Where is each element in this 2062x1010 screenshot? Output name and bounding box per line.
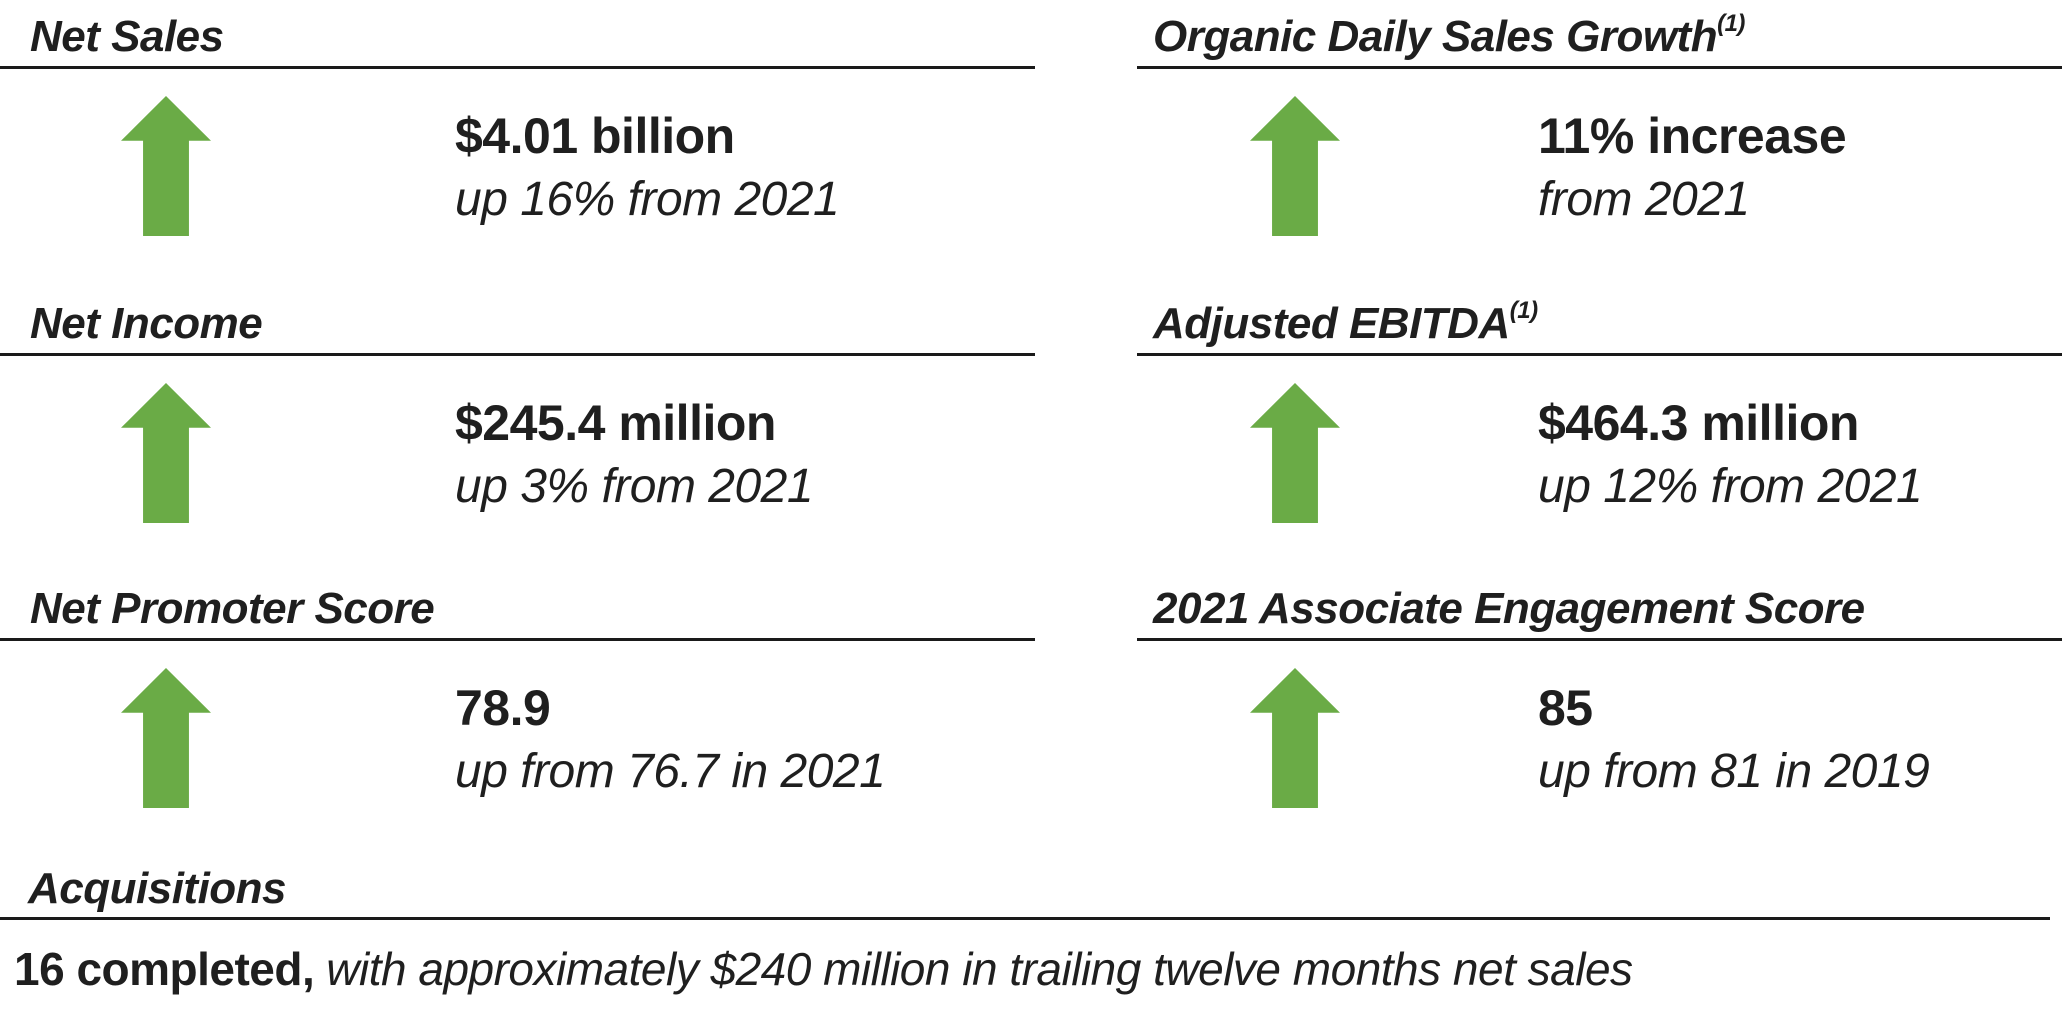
metric-title: Net Income [30,299,263,349]
section-divider [0,917,2050,920]
metric-value: 78.9 [455,680,551,736]
metric-value: 85 [1538,680,1593,736]
section-divider [1137,638,2062,641]
metric-value: $4.01 billion [455,108,735,164]
metric-title-text: Net Promoter Score [30,584,435,633]
metric-change: up 3% from 2021 [455,460,814,513]
metric-change: from 2021 [1538,173,1750,226]
metric-title-text: Adjusted EBITDA [1153,299,1510,348]
up-arrow-icon [121,668,211,808]
metric-change: up from 76.7 in 2021 [455,745,886,798]
metric-values: $464.3 million up 12% from 2021 [1538,391,1923,519]
metric-title: Net Promoter Score [30,584,435,634]
up-arrow-icon [1250,96,1340,236]
metric-values: $4.01 billion up 16% from 2021 [455,104,840,232]
section-divider [1137,66,2062,69]
metric-title: Organic Daily Sales Growth(1) [1153,12,1745,62]
metric-values: 85 up from 81 in 2019 [1538,676,1930,804]
up-arrow-icon [121,96,211,236]
metric-values: 11% increase from 2021 [1538,104,1847,232]
metric-title-text: Net Income [30,299,263,348]
section-divider [0,638,1035,641]
acquisitions-title: Acquisitions [28,864,287,913]
up-arrow-icon [1250,668,1340,808]
acquisitions-summary: 16 completed, with approximately $240 mil… [14,942,1633,996]
metric-title-text: Organic Daily Sales Growth [1153,12,1718,61]
acquisitions-detail: with approximately $240 million in trail… [326,943,1633,995]
metric-change: up 12% from 2021 [1538,460,1923,513]
metric-title-superscript: (1) [1509,297,1538,325]
section-divider [1137,353,2062,356]
metric-value: $464.3 million [1538,395,1859,451]
metric-values: 78.9 up from 76.7 in 2021 [455,676,886,804]
metric-value: 11% increase [1538,108,1847,164]
metric-change: up 16% from 2021 [455,173,840,226]
up-arrow-icon [1250,383,1340,523]
section-divider [0,66,1035,69]
metric-title-superscript: (1) [1717,10,1745,38]
metric-values: $245.4 million up 3% from 2021 [455,391,814,519]
acquisitions-count: 16 completed, [14,943,315,995]
metric-title: 2021 Associate Engagement Score [1153,584,1865,634]
metric-title: Adjusted EBITDA(1) [1153,299,1538,349]
section-divider [0,353,1035,356]
metric-title: Net Sales [30,12,224,62]
metric-title-text: Net Sales [30,12,224,61]
metric-value: $245.4 million [455,395,776,451]
metric-title-text: 2021 Associate Engagement Score [1153,584,1865,633]
metric-change: up from 81 in 2019 [1538,745,1930,798]
up-arrow-icon [121,383,211,523]
